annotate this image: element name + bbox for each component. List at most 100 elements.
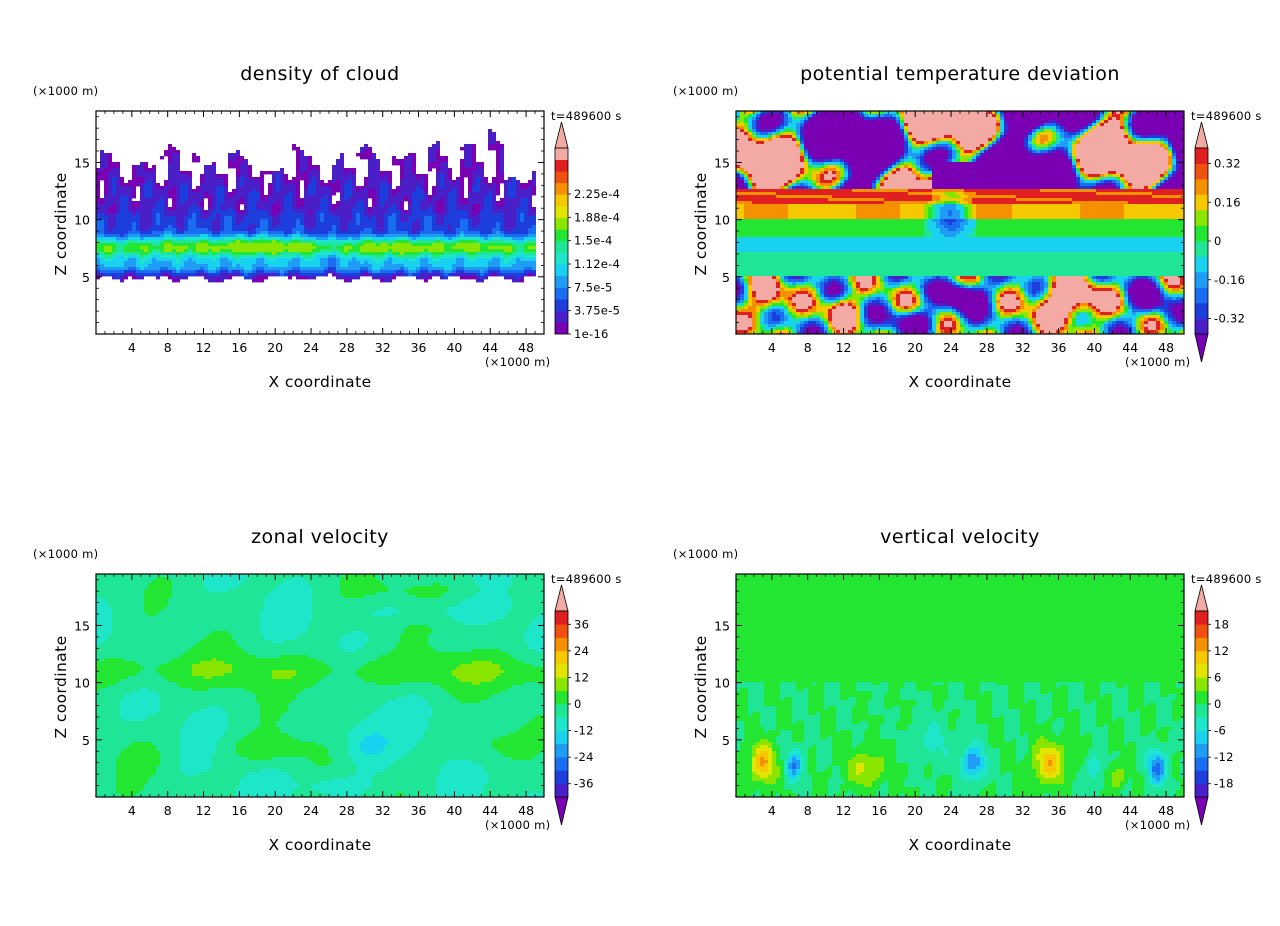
- x-tick-label: 16: [871, 340, 887, 355]
- heatmap-cell: [128, 201, 132, 205]
- heatmap-cell: [856, 324, 860, 328]
- heatmap-cell: [752, 303, 764, 307]
- heatmap-cell: [304, 219, 316, 223]
- heatmap-cell: [952, 279, 956, 283]
- heatmap-cell: [1032, 291, 1036, 295]
- heatmap-cell: [924, 231, 932, 235]
- heatmap-cell: [512, 583, 544, 587]
- heatmap-cell: [1072, 171, 1076, 175]
- heatmap-cell: [744, 300, 748, 304]
- heatmap-cell: [888, 276, 892, 280]
- colorbar-label: -0.16: [1214, 273, 1245, 287]
- heatmap-cell: [788, 315, 792, 319]
- heatmap-cell: [804, 162, 808, 166]
- heatmap-cell: [796, 309, 808, 313]
- heatmap-cell: [1136, 315, 1140, 319]
- heatmap-cell: [896, 303, 900, 307]
- heatmap-cell: [804, 138, 904, 142]
- heatmap-cell: [112, 607, 144, 611]
- heatmap-cell: [360, 150, 364, 154]
- heatmap-cell: [868, 288, 872, 292]
- heatmap-cell: [380, 580, 476, 584]
- heatmap-cell: [356, 186, 364, 190]
- heatmap-cell: [988, 141, 992, 145]
- heatmap-cell: [224, 222, 232, 226]
- heatmap-cell: [528, 201, 532, 205]
- heatmap-cell: [272, 216, 280, 220]
- heatmap-cell: [372, 264, 384, 268]
- heatmap-cell: [432, 255, 440, 259]
- heatmap-cell: [860, 327, 864, 331]
- heatmap-cell: [784, 129, 792, 133]
- heatmap-cell: [512, 228, 528, 232]
- colorbar-swatch: [1195, 179, 1208, 195]
- heatmap-cell: [736, 126, 744, 130]
- heatmap-cell: [144, 589, 172, 593]
- heatmap-cell: [328, 234, 336, 238]
- heatmap-cell: [492, 231, 496, 235]
- heatmap-cell: [1152, 306, 1156, 310]
- heatmap-cell: [440, 595, 472, 599]
- heatmap-cell: [460, 234, 464, 238]
- heatmap-cell: [944, 321, 952, 325]
- heatmap-cell: [748, 327, 752, 331]
- heatmap-cell: [464, 153, 472, 157]
- colorbar-swatch: [555, 322, 568, 335]
- heatmap-cell: [428, 153, 436, 157]
- heatmap-cell: [276, 180, 280, 184]
- heatmap-cell: [528, 231, 536, 235]
- heatmap-cell: [1164, 276, 1180, 280]
- heatmap-cell: [496, 171, 500, 175]
- heatmap-cell: [928, 315, 932, 319]
- heatmap-cell: [436, 216, 444, 220]
- heatmap-cell: [1124, 183, 1128, 187]
- heatmap-cell: [152, 180, 156, 184]
- heatmap-cell: [484, 207, 492, 211]
- heatmap-cell: [188, 246, 196, 250]
- heatmap-cell: [416, 240, 436, 244]
- heatmap-cell: [280, 174, 284, 178]
- heatmap-cell: [168, 276, 172, 280]
- heatmap-cell: [504, 189, 508, 193]
- heatmap-cell: [992, 276, 1004, 280]
- heatmap-cell: [1076, 183, 1080, 187]
- heatmap-cell: [1120, 186, 1124, 190]
- heatmap-cell: [196, 219, 212, 223]
- heatmap-cell: [168, 195, 176, 199]
- heatmap-cell: [492, 273, 496, 277]
- heatmap-cell: [1088, 279, 1092, 283]
- heatmap-cell: [1084, 171, 1108, 175]
- heatmap-cell: [912, 303, 916, 307]
- heatmap-cell: [408, 156, 412, 160]
- heatmap-cell: [428, 634, 524, 638]
- heatmap-cell: [224, 180, 228, 184]
- heatmap-cell: [332, 207, 336, 211]
- heatmap-cell: [1076, 306, 1080, 310]
- heatmap-cell: [812, 174, 816, 178]
- heatmap-cell: [244, 580, 284, 584]
- heatmap-cell: [332, 667, 360, 671]
- heatmap-cell: [364, 186, 380, 190]
- heatmap-cell: [96, 219, 104, 223]
- heatmap-cell: [744, 180, 748, 184]
- heatmap-cell: [224, 177, 228, 181]
- heatmap-cell: [1160, 318, 1164, 322]
- heatmap-cell: [764, 312, 768, 316]
- heatmap-cell: [812, 159, 816, 163]
- heatmap-cell: [1092, 123, 1096, 127]
- heatmap-cell: [316, 240, 360, 244]
- heatmap-cell: [464, 261, 488, 265]
- heatmap-cell: [468, 189, 472, 193]
- heatmap-cell: [1168, 318, 1172, 322]
- heatmap-cell: [900, 165, 904, 169]
- heatmap-cell: [920, 279, 924, 283]
- heatmap-cell: [1072, 150, 1076, 154]
- heatmap-cell: [160, 243, 164, 247]
- heatmap-cell: [240, 646, 340, 650]
- heatmap-cell: [804, 147, 808, 151]
- heatmap-cell: [996, 135, 1000, 139]
- heatmap-cell: [340, 219, 352, 223]
- heatmap-cell: [1028, 279, 1032, 283]
- heatmap-cell: [904, 141, 908, 145]
- heatmap-cell: [900, 168, 908, 172]
